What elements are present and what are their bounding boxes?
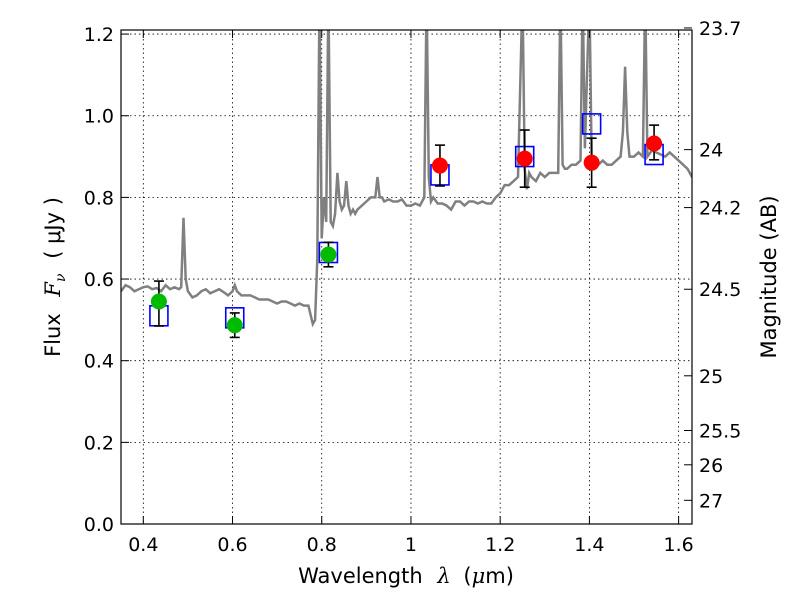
- observed-photometry-point: [320, 246, 337, 263]
- y-tick-label: 0.2: [84, 432, 114, 454]
- plot-background: [121, 30, 692, 524]
- axis-ticks: 0.4 0.6 0.8 1 1.2 1.4 1.6 0.0 0.2 0.4 0.6 0.8 1.0 1.2…: [84, 18, 742, 556]
- x-tick-label: 0.4: [128, 534, 158, 556]
- y2-tick-label: 26: [699, 455, 723, 477]
- observed-photometry-point: [583, 154, 600, 171]
- y2-tick-label: 25: [699, 366, 723, 388]
- y2-tick-label: 27: [699, 490, 723, 512]
- x-tick-label: 0.6: [217, 534, 247, 556]
- data-marks: [149, 113, 664, 339]
- y2-tick-label: 23.7: [699, 18, 741, 40]
- y-tick-label: 1.0: [84, 106, 114, 128]
- y2-axis-title: Magnitude (AB): [757, 195, 781, 358]
- model-photometry-square: [581, 113, 602, 135]
- x-axis-title: Wavelength λ (μm): [298, 564, 514, 588]
- observed-photometry-point: [150, 293, 167, 310]
- x-tick-label: 1.4: [574, 534, 604, 556]
- y-tick-label: 0.8: [84, 187, 114, 209]
- y2-tick-label: 24.5: [699, 279, 741, 301]
- observed-photometry-point: [226, 317, 243, 334]
- y2-tick-label: 24: [699, 140, 723, 162]
- x-tick-label: 1.6: [664, 534, 694, 556]
- observed-photometry-point: [431, 157, 448, 174]
- y-tick-label: 0.0: [84, 514, 114, 536]
- y2-tick-label: 25.5: [699, 421, 741, 443]
- y-tick-label: 1.2: [84, 24, 114, 46]
- observed-photometry-point: [646, 135, 663, 152]
- x-tick-label: 1: [405, 534, 417, 556]
- y-tick-label: 0.4: [84, 351, 114, 373]
- y2-tick-label: 24.2: [699, 198, 741, 220]
- x-tick-label: 1.2: [485, 534, 515, 556]
- x-tick-label: 0.8: [307, 534, 337, 556]
- y-axis-title: Flux Fν ( μJy ): [41, 197, 70, 357]
- observed-photometry-point: [516, 150, 533, 167]
- y-tick-label: 0.6: [84, 269, 114, 291]
- plot-frame: [120, 29, 693, 525]
